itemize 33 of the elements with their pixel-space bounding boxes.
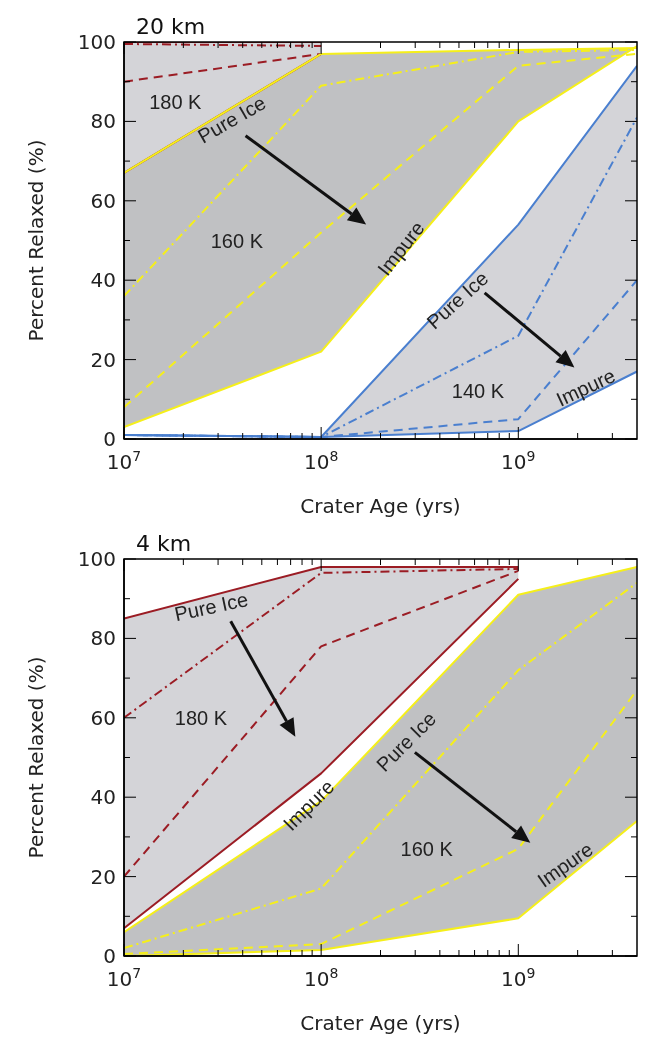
annotation: 160 K [400, 837, 454, 860]
y-tick-label: 100 [77, 30, 116, 54]
chart-title: 4 km [136, 531, 192, 556]
x-tick-label: 10$^{9}$ [501, 448, 536, 474]
y-tick-label: 0 [103, 944, 116, 968]
x-tick-label: 10$^{7}$ [106, 448, 142, 474]
y-tick-label: 0 [103, 427, 116, 451]
chart-title: 20 km [136, 14, 206, 39]
annotation: Pure Ice [372, 707, 441, 776]
x-tick-label: 10$^{8}$ [303, 965, 339, 991]
annotation: Pure Ice [422, 266, 493, 334]
x-tick-label: 10$^{8}$ [303, 448, 339, 474]
y-tick-label: 20 [90, 864, 116, 889]
x-tick-label: 10$^{7}$ [106, 965, 142, 991]
annotation: 160 K [210, 229, 264, 252]
annotation: 180 K [174, 706, 228, 729]
annotation: Pure Ice [172, 588, 250, 626]
y-tick-label: 20 [90, 347, 116, 372]
y-tick-label: 40 [90, 785, 116, 810]
annotation: 140 K [451, 380, 505, 403]
y-tick-label: 80 [90, 626, 116, 651]
x-axis-title: Crater Age (yrs) [300, 494, 461, 518]
y-tick-label: 60 [90, 705, 116, 730]
y-tick-label: 40 [90, 268, 116, 293]
y-tick-label: 60 [90, 188, 116, 213]
x-tick-label: 10$^{9}$ [501, 965, 536, 991]
y-tick-label: 80 [90, 109, 116, 134]
x-axis-title: Crater Age (yrs) [300, 1011, 461, 1035]
y-axis-title: Percent Relaxed (%) [24, 139, 49, 342]
y-axis-title: Percent Relaxed (%) [24, 656, 49, 859]
y-tick-label: 100 [77, 547, 116, 571]
annotation: 180 K [149, 90, 203, 113]
annotation: Impure [552, 364, 619, 411]
